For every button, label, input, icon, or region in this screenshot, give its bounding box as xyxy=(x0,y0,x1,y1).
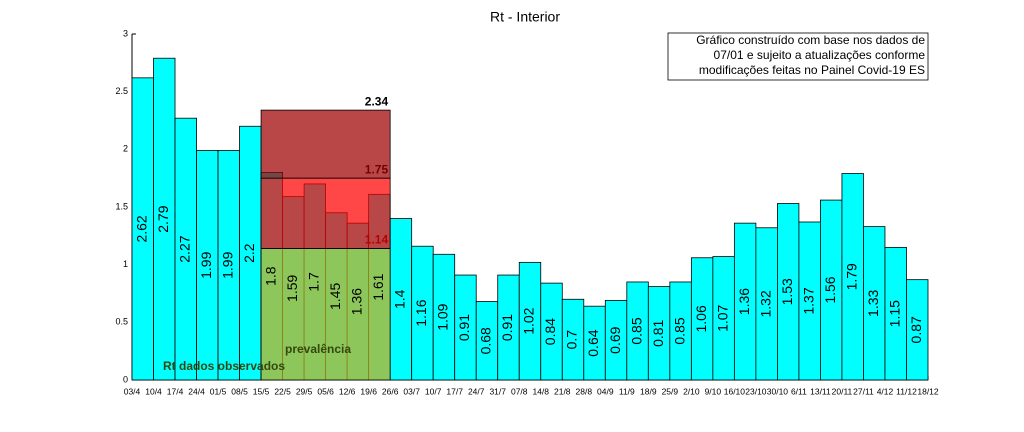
x-tick-label: 11/9 xyxy=(619,386,635,396)
value-label: 1.37 xyxy=(800,287,816,314)
value-label: 0.69 xyxy=(607,326,623,353)
y-tick-label: 0.5 xyxy=(115,317,128,327)
y-tick-label: 0 xyxy=(123,374,128,384)
value-label: 2.2 xyxy=(241,243,257,263)
value-label: 0.85 xyxy=(671,317,687,344)
value-label: 1.09 xyxy=(435,303,451,330)
x-tick-label: 17/7 xyxy=(446,386,463,396)
band xyxy=(260,248,391,381)
x-tick-label: 24/7 xyxy=(468,386,485,396)
value-label: 1.79 xyxy=(843,263,859,290)
value-label: 0.91 xyxy=(456,314,472,341)
value-label: 1.06 xyxy=(693,305,709,332)
value-label: 2.79 xyxy=(155,205,171,232)
x-tick-label: 07/8 xyxy=(511,386,528,396)
x-tick-label: 9/10 xyxy=(705,386,722,396)
x-tick-label: 19/6 xyxy=(360,386,377,396)
value-label: 0.64 xyxy=(585,329,601,356)
x-tick-label: 23/10 xyxy=(745,386,767,396)
value-label: 1.61 xyxy=(370,273,386,300)
x-tick-label: 29/5 xyxy=(296,386,313,396)
x-tick-label: 10/7 xyxy=(425,386,442,396)
x-tick-label: 08/5 xyxy=(231,386,248,396)
x-tick-label: 25/9 xyxy=(662,386,679,396)
x-tick-label: 2/10 xyxy=(683,386,700,396)
band xyxy=(260,177,391,249)
x-tick-label: 01/5 xyxy=(210,386,227,396)
y-tick-label: 2.5 xyxy=(115,86,128,96)
value-label: 0.87 xyxy=(908,316,924,343)
x-tick-label: 12/6 xyxy=(339,386,356,396)
x-tick-label: 30/10 xyxy=(767,386,789,396)
value-label: 1.07 xyxy=(714,304,730,331)
x-tick-label: 21/8 xyxy=(554,386,571,396)
x-tick-label: 14/8 xyxy=(532,386,549,396)
annotation-line: Gráfico construído com base nos dados de xyxy=(696,33,925,47)
x-tick-label: 16/10 xyxy=(724,386,746,396)
x-tick-label: 22/5 xyxy=(274,386,291,396)
band-text: Rt dados observados xyxy=(163,359,285,373)
value-label: 1.8 xyxy=(263,266,279,286)
band-text: prevalência xyxy=(285,342,351,356)
value-label: 1.59 xyxy=(284,274,300,301)
x-tick-label: 26/6 xyxy=(382,386,399,396)
value-label: 1.36 xyxy=(349,288,365,315)
x-tick-label: 18/12 xyxy=(917,386,939,396)
x-tick-label: 18/9 xyxy=(640,386,657,396)
x-tick-label: 11/12 xyxy=(896,386,917,396)
value-label: 2.62 xyxy=(133,215,149,242)
y-tick-label: 3 xyxy=(123,28,128,38)
value-label: 0.7 xyxy=(564,330,580,350)
x-tick-label: 4/12 xyxy=(877,386,894,396)
band-label: 2.34 xyxy=(365,94,389,108)
y-tick-label: 2 xyxy=(123,144,128,154)
chart-title: Rt - Interior xyxy=(490,9,560,25)
value-label: 0.84 xyxy=(542,318,558,345)
x-tick-label: 05/6 xyxy=(317,386,334,396)
x-tick-label: 15/5 xyxy=(253,386,270,396)
annotation-line: 07/01 e sujeito a atualizações conforme xyxy=(714,48,926,62)
bar xyxy=(906,279,929,381)
value-label: 1.4 xyxy=(392,289,408,309)
x-tick-label: 31/7 xyxy=(489,386,506,396)
value-label: 1.36 xyxy=(736,288,752,315)
value-label: 1.56 xyxy=(822,276,838,303)
value-label: 1.45 xyxy=(327,283,343,310)
x-tick-label: 04/9 xyxy=(597,386,614,396)
x-tick-label: 10/4 xyxy=(145,386,162,396)
value-label: 0.68 xyxy=(478,327,494,354)
value-label: 1.99 xyxy=(220,251,236,278)
y-tick-label: 1 xyxy=(123,259,128,269)
value-label: 1.7 xyxy=(306,272,322,292)
x-tick-label: 24/4 xyxy=(188,386,205,396)
x-tick-label: 27/11 xyxy=(853,386,874,396)
value-label: 1.16 xyxy=(413,299,429,326)
value-label: 1.15 xyxy=(886,300,902,327)
value-label: 0.81 xyxy=(650,319,666,346)
annotation-box xyxy=(667,32,929,81)
x-tick-label: 28/8 xyxy=(576,386,593,396)
value-label: 1.53 xyxy=(779,278,795,305)
y-tick-label: 1.5 xyxy=(115,201,128,211)
value-label: 2.27 xyxy=(176,235,192,262)
band xyxy=(260,109,391,179)
x-tick-label: 20/11 xyxy=(832,386,853,396)
x-tick-label: 17/4 xyxy=(167,386,184,396)
value-label: 0.91 xyxy=(499,314,515,341)
value-label: 1.99 xyxy=(198,251,214,278)
value-label: 1.02 xyxy=(521,307,537,334)
x-tick-label: 03/7 xyxy=(403,386,420,396)
value-label: 0.85 xyxy=(628,317,644,344)
annotation-line: modificações feitas no Painel Covid-19 E… xyxy=(699,63,925,77)
value-label: 1.33 xyxy=(865,289,881,316)
value-label: 1.32 xyxy=(757,290,773,317)
x-tick-label: 6/11 xyxy=(791,386,807,396)
x-tick-label: 03/4 xyxy=(124,386,141,396)
x-tick-label: 13/11 xyxy=(810,386,831,396)
